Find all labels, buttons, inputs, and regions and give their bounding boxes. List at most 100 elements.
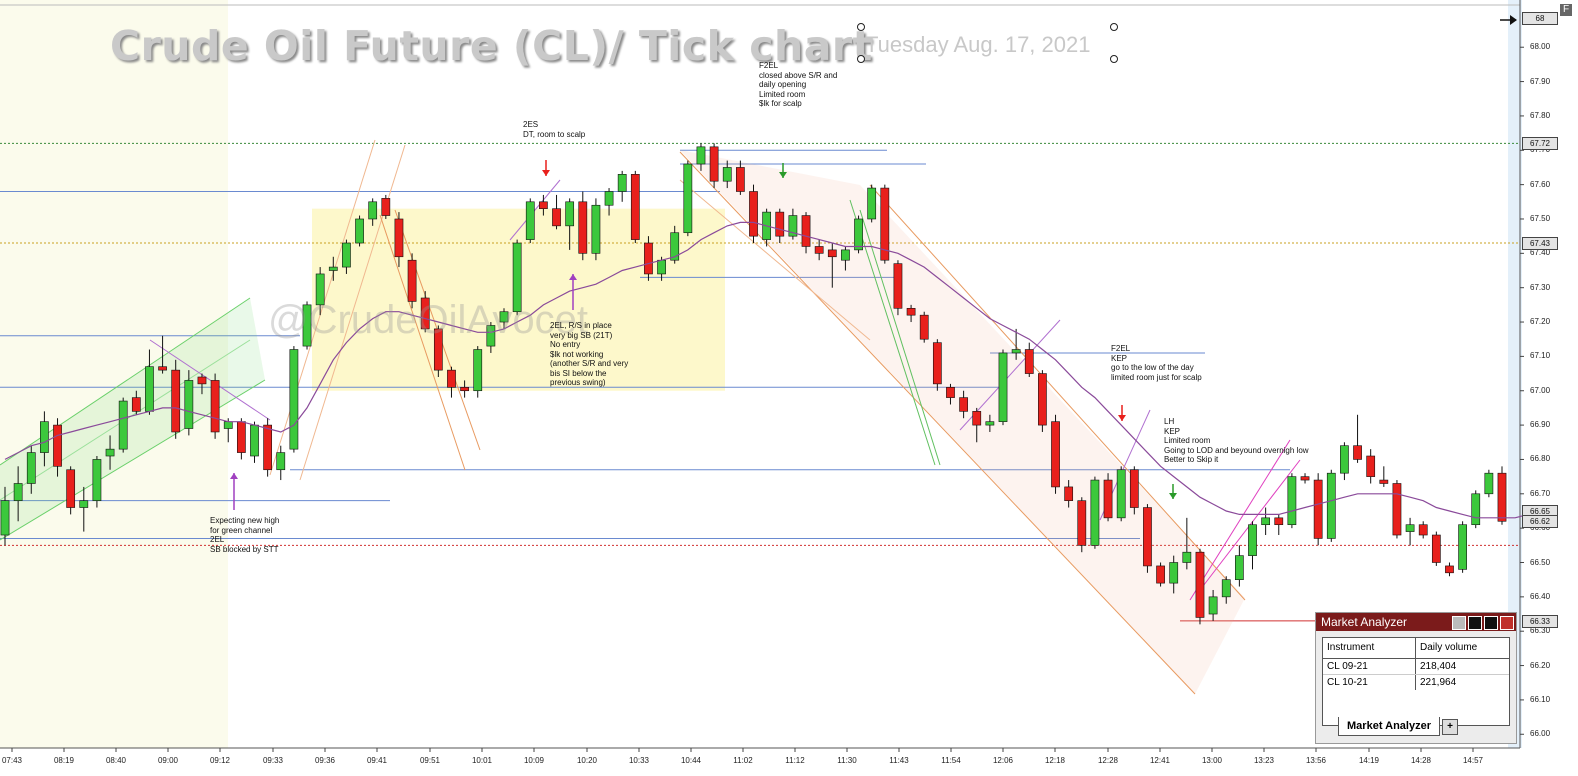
y-tick-label: 66.40 <box>1530 591 1551 601</box>
candle-body-down <box>420 297 430 330</box>
candle-body-up <box>40 421 49 453</box>
x-tick-label: 12:18 <box>1044 756 1066 765</box>
candle <box>709 143 719 189</box>
candle <box>13 466 23 522</box>
candle-body-up <box>1261 517 1271 526</box>
candle <box>841 246 850 271</box>
candle-body-down <box>460 387 469 392</box>
trendline <box>379 214 466 471</box>
price-flag: 66.62 <box>1522 515 1558 529</box>
candle-body-down <box>407 259 417 302</box>
candle-body-up <box>998 352 1008 422</box>
instrument-cell: CL 10-21 <box>1323 675 1416 690</box>
annotation: Expecting new high for green channel 2EL SB… <box>210 516 280 554</box>
candle <box>867 184 877 223</box>
candle-body-down <box>171 369 181 433</box>
candle <box>1051 414 1060 494</box>
candle-body-down <box>735 167 745 192</box>
candle <box>289 346 299 453</box>
candle-body-up <box>1326 472 1336 539</box>
trendline <box>869 184 1246 601</box>
settings-icon[interactable] <box>1452 616 1466 630</box>
resize-handle[interactable] <box>857 23 865 31</box>
x-tick-label: 09:33 <box>262 756 284 765</box>
candle-body-down <box>709 146 719 182</box>
candles <box>0 143 1507 625</box>
candle-body-down <box>394 218 404 258</box>
candle-body-down <box>644 242 653 275</box>
candle <box>801 212 811 254</box>
market-analyzer-tab[interactable]: Market Analyzer <box>1338 717 1440 736</box>
candle-body-up <box>841 249 850 261</box>
candle-body-down <box>578 201 588 254</box>
candle-body-down <box>1143 507 1152 567</box>
candle-body-down <box>447 369 456 388</box>
candle <box>998 349 1008 426</box>
candle <box>355 215 364 247</box>
candle-body-up <box>1471 493 1481 526</box>
volume-cell: 221,964 <box>1420 677 1457 688</box>
candle-body-down <box>1103 479 1113 519</box>
candle-body-down <box>1353 445 1362 460</box>
candle <box>1313 473 1323 546</box>
chart-title: Crude Oil Future (CL)/ Tick chart <box>110 22 873 70</box>
chart-f-button[interactable]: F <box>1560 4 1572 16</box>
candle <box>1129 466 1139 515</box>
candle <box>1024 342 1034 377</box>
minimize-icon[interactable] <box>1468 616 1482 630</box>
candle <box>683 160 693 237</box>
candle <box>1458 521 1467 573</box>
candle-body-up <box>315 273 325 306</box>
close-icon[interactable] <box>1500 616 1514 630</box>
candle-body-up <box>657 259 666 275</box>
x-tick-label: 10:20 <box>576 756 598 765</box>
market-analyzer-titlebar[interactable]: Market Analyzer <box>1316 613 1516 631</box>
y-tick-label: 66.20 <box>1530 660 1551 670</box>
annotation: F2EL closed above S/R and daily opening Lim… <box>759 61 838 108</box>
column-header[interactable]: Daily volume <box>1420 642 1478 653</box>
candle <box>1484 469 1494 498</box>
candle-body-up <box>696 146 706 165</box>
candle <box>1497 466 1507 525</box>
x-tick-label: 11:30 <box>837 756 857 765</box>
candle <box>946 383 955 405</box>
candle <box>171 359 181 439</box>
price-flag: 67.43 <box>1522 237 1558 251</box>
candle-body-up <box>26 452 36 484</box>
candle <box>1405 517 1415 546</box>
candle-body-up <box>499 311 509 323</box>
resize-handle[interactable] <box>1110 55 1118 63</box>
candle <box>932 339 942 391</box>
x-tick-label: 14:19 <box>1358 756 1380 765</box>
candle-body-down <box>946 387 955 398</box>
candle-body-up <box>342 242 351 268</box>
resize-handle[interactable] <box>857 55 865 63</box>
candle-body-up <box>184 380 194 429</box>
candle <box>131 390 141 415</box>
x-tick-label: 14:28 <box>1410 756 1432 765</box>
table-row[interactable]: CL 09-21 218,404 <box>1323 659 1509 675</box>
market-analyzer-window[interactable]: Market Analyzer Instrument Daily volume … <box>1315 612 1517 744</box>
candle-body-up <box>473 349 483 392</box>
x-tick-label: 10:33 <box>628 756 650 765</box>
add-tab-button[interactable]: + <box>1442 719 1458 735</box>
resize-handle[interactable] <box>1110 23 1118 31</box>
trendline <box>849 199 936 466</box>
signal-arrow-up <box>230 473 238 510</box>
market-analyzer-table: Instrument Daily volume CL 09-21 218,404… <box>1322 637 1510 726</box>
candle <box>1064 480 1074 508</box>
candle-body-up <box>512 242 522 313</box>
table-row[interactable]: CL 10-21 221,964 <box>1323 675 1509 690</box>
candle-body-up <box>1011 349 1021 354</box>
candle <box>486 322 496 353</box>
x-tick-label: 10:01 <box>471 756 493 765</box>
maximize-icon[interactable] <box>1484 616 1498 630</box>
trendline <box>0 379 266 541</box>
sell-arrow <box>542 160 550 176</box>
annotation: 2EL, R/S in place very big SB (21T) No ent… <box>550 321 629 387</box>
annotation: F2EL KEP go to the low of the day limited r… <box>1111 344 1202 382</box>
candle <box>460 380 469 398</box>
column-header[interactable]: Instrument <box>1323 638 1416 658</box>
candle-body-down <box>66 469 76 508</box>
